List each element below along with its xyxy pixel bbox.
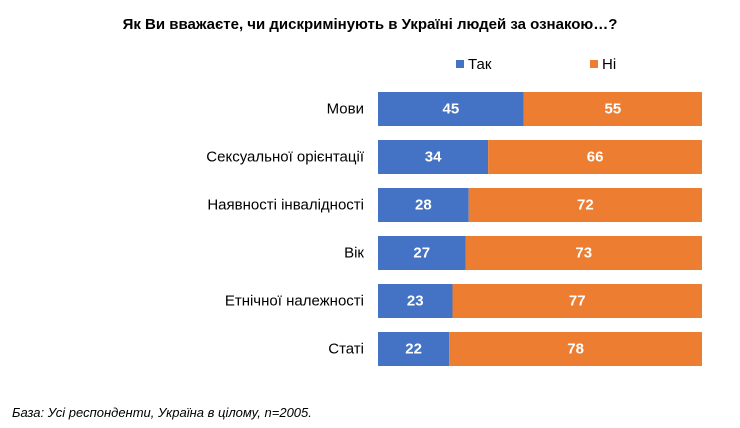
bar-no (523, 92, 702, 126)
data-label-yes: 45 (443, 101, 460, 118)
data-label-no: 72 (577, 197, 594, 214)
category-label: Вік (344, 245, 364, 262)
legend-item-yes: Так (456, 55, 491, 75)
legend: Так Ні (0, 55, 740, 75)
footnote: База: Усі респонденти, Україна в цілому,… (12, 405, 312, 420)
legend-swatch-no (590, 60, 598, 68)
category-label: Етнічної належності (225, 293, 364, 310)
category-label: Наявності інвалідності (207, 197, 364, 214)
bar-yes (378, 140, 489, 174)
category-label: Сексуальної орієнтації (206, 149, 365, 166)
data-label-yes: 27 (413, 245, 430, 262)
bar-yes (378, 236, 466, 270)
bar-yes (378, 188, 469, 222)
category-label: Статі (328, 341, 364, 358)
data-label-no: 78 (567, 341, 584, 358)
data-label-yes: 23 (407, 293, 424, 310)
data-label-no: 55 (605, 101, 622, 118)
legend-swatch-yes (456, 60, 464, 68)
data-label-no: 66 (587, 149, 604, 166)
legend-label-no: Ні (602, 56, 617, 73)
data-label-no: 73 (575, 245, 592, 262)
bar-yes (378, 332, 450, 366)
data-label-yes: 28 (415, 197, 432, 214)
legend-item-no: Ні (590, 55, 616, 75)
data-label-yes: 22 (405, 341, 422, 358)
bar-no (488, 140, 702, 174)
bar-no (449, 332, 702, 366)
chart-title: Як Ви вважаєте, чи дискримінують в Украї… (122, 16, 618, 33)
data-label-yes: 34 (425, 149, 442, 166)
bar-no (452, 284, 702, 318)
legend-label-yes: Так (468, 56, 492, 73)
bar-yes (378, 284, 453, 318)
bar-no (468, 188, 702, 222)
bar-chart: Мови 45 55 Сексуальної орієнтації 34 66 Наявно… (206, 92, 702, 366)
data-label-no: 77 (569, 293, 586, 310)
bar-no (465, 236, 702, 270)
bar-yes (378, 92, 524, 126)
category-label: Мови (327, 101, 364, 118)
